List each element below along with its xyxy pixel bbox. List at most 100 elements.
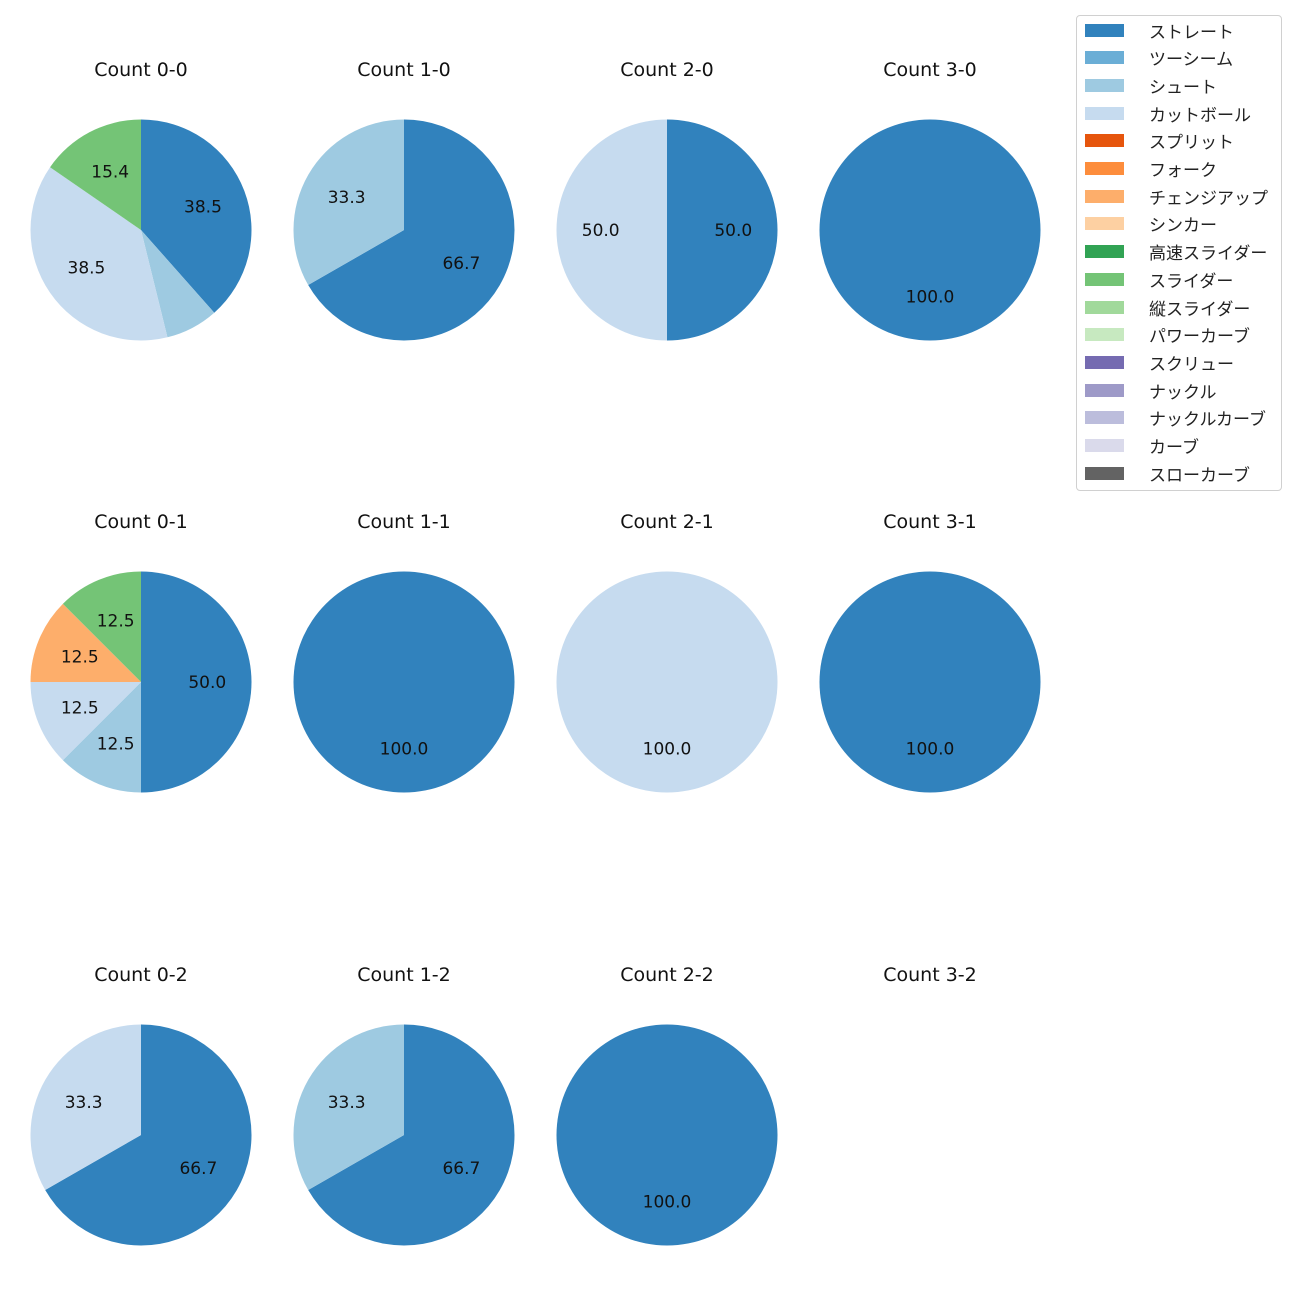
pie-title: Count 1-0 [357,59,451,81]
legend-swatch [1085,162,1124,175]
legend-item: ナックルカーブ [1085,408,1266,431]
legend-label: シュート [1149,77,1217,98]
pie-count-1-0: Count 1-0 66.7 33.3 [293,59,515,341]
slice-label: 100.0 [643,1192,692,1212]
legend-label: パワーカーブ [1149,327,1250,348]
pie-slice [141,119,252,313]
pie-slice [30,682,141,761]
pie-slice [141,571,252,793]
legend-item: スプリット [1085,131,1234,154]
pie-count-2-0: Count 2-0 50.0 50.0 [556,59,778,341]
pie-title: Count 1-2 [357,964,451,986]
pie-count-1-1: Count 1-1 100.0 [293,511,515,793]
legend-item: 高速スライダー [1085,242,1268,265]
pie-title: Count 3-2 [883,964,977,986]
pie-slice [293,119,404,286]
legend-label: スクリュー [1149,354,1234,375]
legend-swatch [1085,272,1124,286]
slice-label: 38.5 [68,259,106,279]
legend-item: スライダー [1085,269,1234,292]
slice-label: 12.5 [97,734,135,754]
slice-label: 50.0 [714,221,752,241]
pie-slice [62,571,141,682]
legend-label: カーブ [1149,438,1199,458]
legend-item: パワーカーブ [1085,325,1250,348]
slice-label: 50.0 [188,673,226,693]
pie-slice [308,119,515,341]
legend-item: カーブ [1085,436,1199,458]
pie-title: Count 2-0 [620,59,714,81]
legend-item: カットボール [1085,103,1251,126]
slice-label: 12.5 [97,612,135,632]
legend-swatch [1085,51,1124,65]
legend-swatch [1085,245,1124,259]
slice-label: 33.3 [328,1093,366,1113]
legend-swatch [1085,134,1124,148]
legend-label: 高速スライダー [1149,244,1268,265]
pie-slice [30,1024,141,1191]
pie-slice [308,1024,515,1246]
pie-slice [293,571,515,793]
pie-slice [141,230,215,338]
pie-count-3-0: Count 3-0 100.0 [819,59,1041,341]
legend-item: ストレート [1085,20,1234,43]
pie-slice [556,1024,778,1246]
pie-slice [30,603,141,682]
slice-label: 100.0 [906,739,955,759]
legend-swatch [1085,355,1124,369]
pie-slice [819,119,1041,341]
slice-label: 100.0 [643,739,692,759]
legend-swatch [1085,78,1124,92]
legend-item: フォーク [1085,159,1217,181]
legend-swatch [1085,189,1124,203]
legend-label: フォーク [1149,161,1217,181]
slice-label: 33.3 [328,188,366,208]
legend-item: スクリュー [1085,352,1234,375]
pie-count-0-2: Count 0-2 66.7 33.3 [30,964,252,1246]
legend-swatch [1085,217,1124,231]
legend-swatch [1085,439,1124,452]
pie-title: Count 2-1 [620,511,714,533]
legend-item: シュート [1085,75,1217,98]
legend-label: ツーシーム [1149,50,1234,71]
legend-swatch [1085,466,1124,480]
legend-label: スプリット [1149,133,1234,154]
pie-title: Count 3-1 [883,511,977,533]
legend-label: 縦スライダー [1149,299,1251,320]
pie-count-0-1: Count 0-1 50.0 12.5 12.5 12.5 12.5 [30,511,252,793]
pie-slice [50,119,141,230]
legend-label: スライダー [1149,271,1234,292]
legend-label: ストレート [1149,22,1234,43]
pie-slice [45,1024,252,1246]
pie-slice [819,571,1041,793]
legend-label: チェンジアップ [1149,188,1268,209]
legend-item: シンカー [1085,214,1217,237]
pie-slice [667,119,778,341]
slice-label: 100.0 [906,287,955,307]
slice-label: 100.0 [380,739,429,759]
slice-label: 66.7 [442,1159,480,1179]
legend-item: ツーシーム [1085,48,1234,71]
pie-title: Count 0-2 [94,964,188,986]
slice-label: 66.7 [442,254,480,274]
pie-slice [62,682,141,793]
legend-label: スローカーブ [1149,465,1250,486]
slice-label: 33.3 [65,1093,103,1113]
pie-title: Count 0-0 [94,59,188,81]
legend-item: スローカーブ [1085,463,1250,486]
legend-swatch [1085,411,1124,425]
legend-swatch [1085,328,1124,342]
pie-title: Count 0-1 [94,511,188,533]
pie-count-1-2: Count 1-2 66.7 33.3 [293,964,515,1246]
slice-label: 50.0 [582,221,620,241]
legend-label: ナックル [1149,382,1217,403]
legend-label: ナックルカーブ [1149,410,1266,431]
legend-label: シンカー [1149,216,1217,237]
legend-swatch [1085,106,1124,120]
legend: ストレートツーシームシュートカットボールスプリットフォークチェンジアップ シンカー… [1076,15,1282,491]
pie-slice [556,119,667,341]
pie-count-2-2: Count 2-2 100.0 [556,964,778,1246]
slice-label: 15.4 [91,162,129,182]
pie-slice [556,571,778,793]
